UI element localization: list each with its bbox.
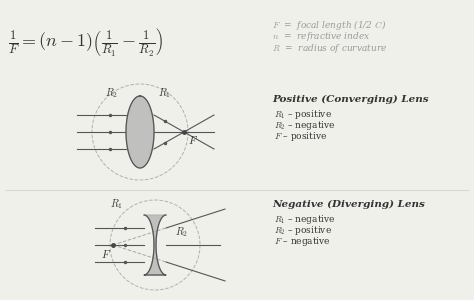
Text: Positive (Converging) Lens: Positive (Converging) Lens [272, 95, 428, 104]
Text: $R_2$ – positive: $R_2$ – positive [274, 224, 332, 237]
Text: $\frac{1}{F} = (n-1)\left(\frac{1}{R_1} - \frac{1}{R_2}\right)$: $\frac{1}{F} = (n-1)\left(\frac{1}{R_1} … [8, 26, 163, 58]
Text: $R_1$: $R_1$ [110, 197, 123, 211]
Text: $R$  =  radius of curvature: $R$ = radius of curvature [272, 42, 387, 55]
Text: $R_1$ – positive: $R_1$ – positive [274, 108, 332, 121]
Text: $F$ – positive: $F$ – positive [274, 130, 327, 143]
Text: $F$: $F$ [101, 248, 111, 260]
Text: $R_1$ – negative: $R_1$ – negative [274, 213, 336, 226]
Text: $n$  =  refractive index: $n$ = refractive index [272, 30, 371, 43]
Text: $R_2$: $R_2$ [175, 225, 188, 239]
Text: $F$ – negative: $F$ – negative [274, 235, 331, 248]
Text: Negative (Diverging) Lens: Negative (Diverging) Lens [272, 200, 425, 209]
Text: $F$: $F$ [188, 134, 198, 146]
Text: $R_2$ – negative: $R_2$ – negative [274, 119, 336, 132]
Text: $R_1$: $R_1$ [158, 86, 171, 100]
Polygon shape [126, 96, 154, 168]
Text: $R_2$: $R_2$ [105, 86, 118, 100]
Polygon shape [144, 215, 166, 275]
Text: $F$  =  focal length (1/2 $C$): $F$ = focal length (1/2 $C$) [272, 18, 386, 32]
